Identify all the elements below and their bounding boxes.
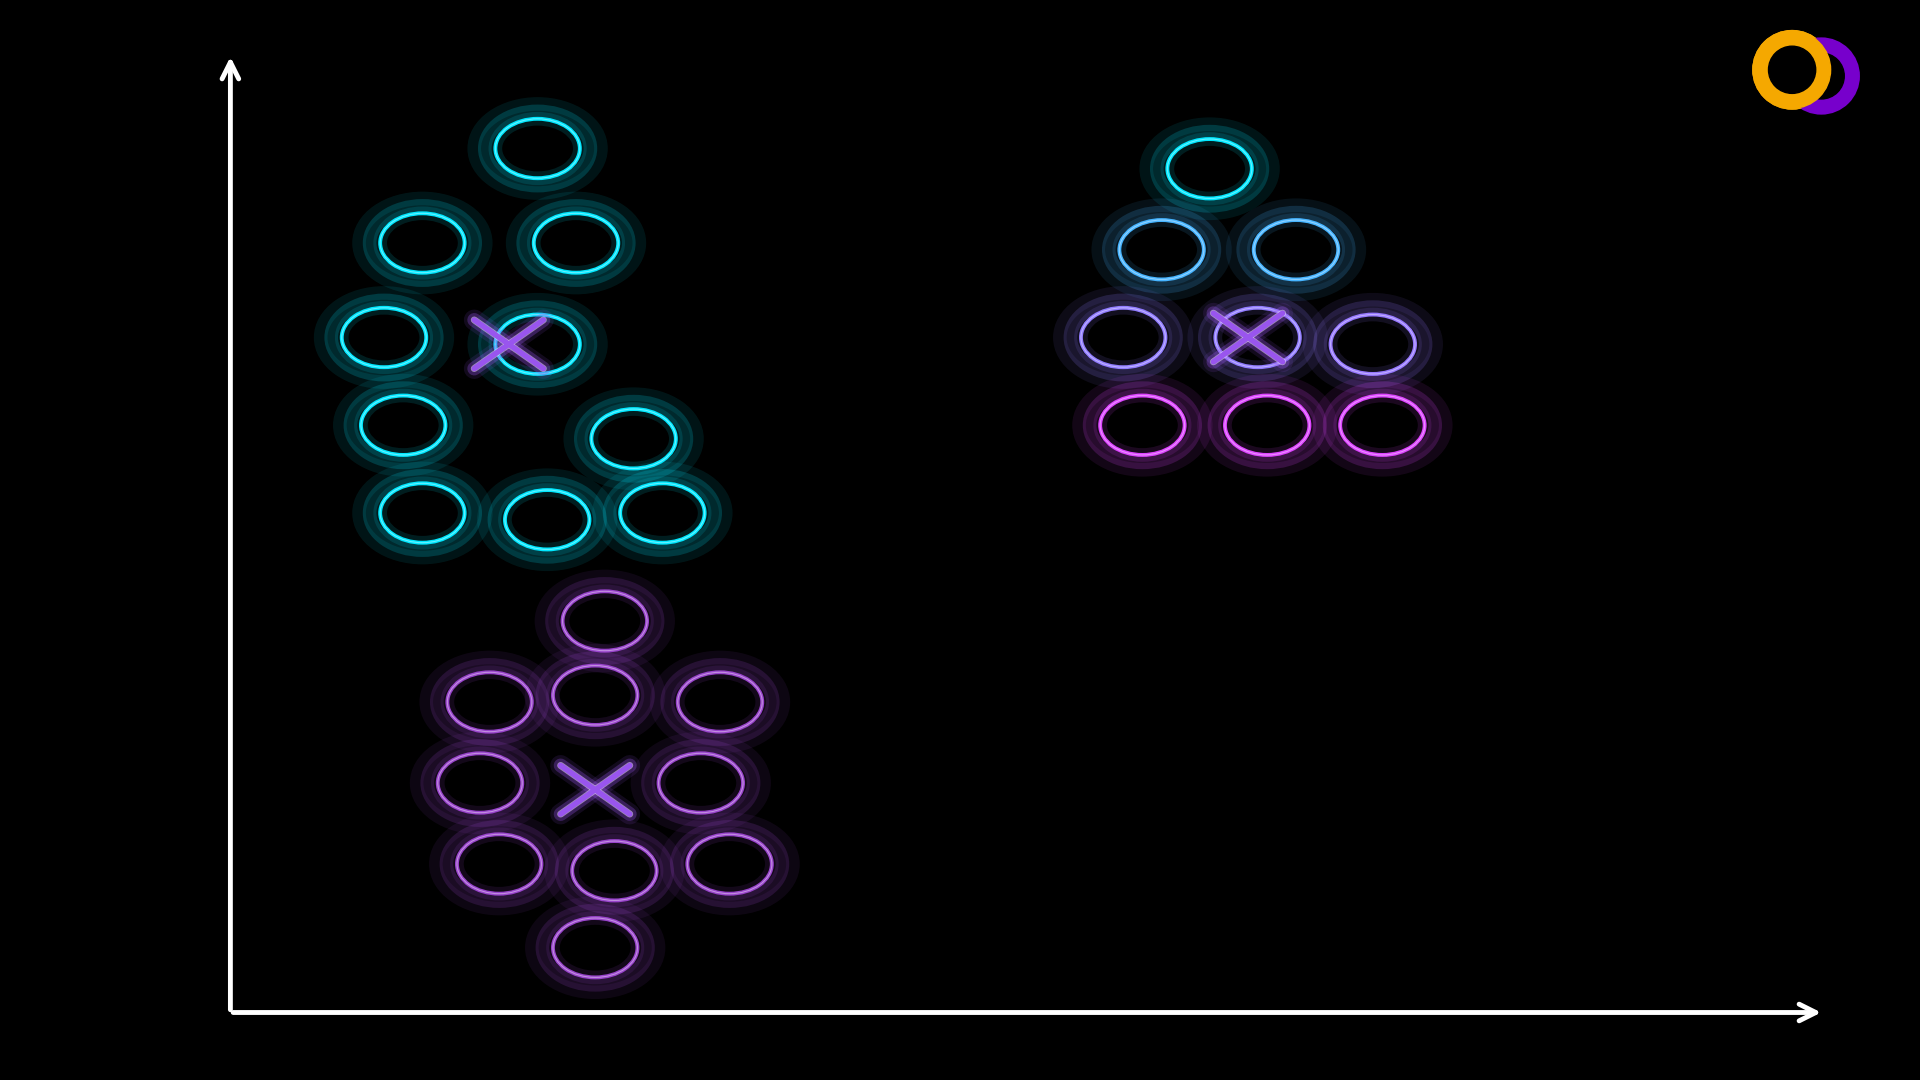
Circle shape <box>1753 31 1830 108</box>
Circle shape <box>1784 39 1859 113</box>
Circle shape <box>1768 46 1816 93</box>
Circle shape <box>1768 46 1816 93</box>
Circle shape <box>1768 46 1816 93</box>
Circle shape <box>1753 31 1830 108</box>
Circle shape <box>1799 53 1845 99</box>
Circle shape <box>1799 53 1845 99</box>
Circle shape <box>1753 31 1830 108</box>
Circle shape <box>1784 39 1859 113</box>
